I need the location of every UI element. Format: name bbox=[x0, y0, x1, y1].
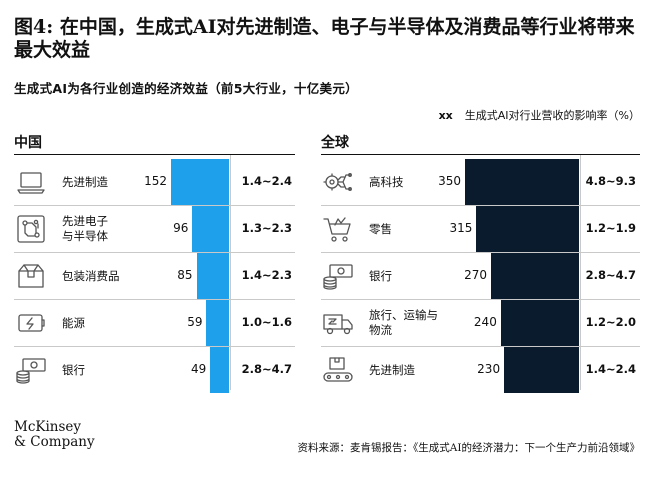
china-heading: 中国 bbox=[14, 132, 295, 155]
conveyor-icon bbox=[321, 354, 355, 386]
row-divider bbox=[321, 205, 640, 206]
global-bar bbox=[491, 253, 579, 299]
china-row: 包装消费品 85 1.4~2.3 bbox=[14, 253, 295, 299]
source-note: 资料来源：麦肯锡报告：《生成式AI的经济潜力：下一个生产力前沿领域》 bbox=[297, 442, 640, 454]
global-panel: 全球 高科技 350 4.8~9.3 零售 315 1.2~1.9 银行 270 2.8~4.7… bbox=[321, 132, 640, 393]
global-heading: 全球 bbox=[321, 132, 640, 155]
china-bar bbox=[206, 300, 229, 346]
row-divider bbox=[321, 252, 640, 253]
global-category-label: 旅行、运输与 物流 bbox=[369, 308, 438, 337]
global-bar bbox=[504, 347, 579, 393]
row-divider bbox=[14, 346, 295, 347]
brand-line-2: & Company bbox=[14, 434, 95, 450]
mckinsey-logo: McKinsey & Company bbox=[14, 420, 95, 450]
china-impact-range: 1.3~2.3 bbox=[241, 221, 292, 235]
global-row: 高科技 350 4.8~9.3 bbox=[321, 159, 640, 205]
china-category-label: 能源 bbox=[62, 315, 85, 330]
circuit-icon bbox=[14, 213, 48, 245]
global-bar bbox=[476, 206, 579, 252]
global-category-label: 零售 bbox=[369, 221, 392, 236]
china-row: 先进电子 与半导体 96 1.3~2.3 bbox=[14, 206, 295, 252]
page-title: 图4: 在中国，生成式AI对先进制造、电子与半导体及消费品等行业将带来最大效益 bbox=[14, 16, 635, 61]
china-category-label: 包装消费品 bbox=[62, 268, 120, 283]
china-row: 银行 49 2.8~4.7 bbox=[14, 347, 295, 393]
legend-marker: xx bbox=[438, 108, 453, 122]
tech-chip-icon bbox=[321, 166, 355, 198]
china-row: 能源 59 1.0~1.6 bbox=[14, 300, 295, 346]
row-divider bbox=[321, 299, 640, 300]
global-row: 旅行、运输与 物流 240 1.2~2.0 bbox=[321, 300, 640, 346]
row-divider bbox=[14, 299, 295, 300]
global-value-label: 350 bbox=[438, 174, 461, 188]
cash-icon bbox=[14, 354, 48, 386]
china-value-label: 96 bbox=[173, 221, 189, 235]
china-impact-range: 1.4~2.4 bbox=[241, 174, 292, 188]
global-value-label: 315 bbox=[449, 221, 473, 235]
china-panel: 中国 先进制造 152 1.4~2.4 先进电子 与半导体 96 1.3~2.3 包装消费品… bbox=[14, 132, 295, 393]
global-row: 先进制造 230 1.4~2.4 bbox=[321, 347, 640, 393]
global-impact-range: 1.2~1.9 bbox=[585, 221, 636, 235]
china-bar bbox=[171, 159, 229, 205]
axis-line bbox=[580, 155, 581, 390]
truck-icon bbox=[321, 307, 355, 339]
global-row: 银行 270 2.8~4.7 bbox=[321, 253, 640, 299]
china-impact-range: 1.0~1.6 bbox=[241, 315, 292, 329]
legend-label: 生成式AI对行业营收的影响率（%） bbox=[464, 109, 640, 122]
china-value-label: 152 bbox=[144, 174, 167, 188]
china-value-label: 49 bbox=[191, 362, 207, 376]
china-bar bbox=[210, 347, 229, 393]
global-category-label: 高科技 bbox=[369, 174, 404, 189]
global-impact-range: 4.8~9.3 bbox=[585, 174, 636, 188]
china-row: 先进制造 152 1.4~2.4 bbox=[14, 159, 295, 205]
global-value-label: 230 bbox=[477, 362, 501, 376]
china-impact-range: 1.4~2.3 bbox=[241, 268, 292, 282]
box-icon bbox=[14, 260, 48, 292]
laptop-icon bbox=[14, 166, 48, 198]
china-value-label: 59 bbox=[187, 315, 203, 329]
row-divider bbox=[14, 252, 295, 253]
global-bar bbox=[500, 300, 579, 346]
china-bar-chart: 先进制造 152 1.4~2.4 先进电子 与半导体 96 1.3~2.3 包装消费品 85 1… bbox=[14, 155, 295, 393]
row-divider bbox=[321, 346, 640, 347]
global-impact-range: 1.2~2.0 bbox=[585, 315, 636, 329]
legend: xx 生成式AI对行业营收的影响率（%） bbox=[439, 107, 640, 123]
global-row: 零售 315 1.2~1.9 bbox=[321, 206, 640, 252]
global-impact-range: 2.8~4.7 bbox=[585, 268, 636, 282]
chart-subtitle: 生成式AI为各行业创造的经济效益（前5大行业，十亿美元） bbox=[14, 81, 358, 96]
china-category-label: 先进制造 bbox=[62, 174, 108, 189]
china-category-label: 先进电子 与半导体 bbox=[62, 214, 108, 243]
global-value-label: 270 bbox=[464, 268, 488, 282]
china-impact-range: 2.8~4.7 bbox=[241, 362, 292, 376]
cash-icon bbox=[321, 260, 355, 292]
brand-line-1: McKinsey bbox=[14, 419, 82, 435]
cart-icon bbox=[321, 213, 355, 245]
china-category-label: 银行 bbox=[62, 362, 85, 377]
global-bar-chart: 高科技 350 4.8~9.3 零售 315 1.2~1.9 银行 270 2.8~4.7 旅行、… bbox=[321, 155, 640, 393]
row-divider bbox=[14, 205, 295, 206]
global-impact-range: 1.4~2.4 bbox=[585, 362, 636, 376]
china-value-label: 85 bbox=[177, 268, 193, 282]
axis-line bbox=[230, 155, 231, 390]
global-bar bbox=[465, 159, 579, 205]
china-bar bbox=[192, 206, 229, 252]
global-category-label: 银行 bbox=[369, 268, 392, 283]
global-value-label: 240 bbox=[473, 315, 497, 329]
battery-icon bbox=[14, 307, 48, 339]
china-bar bbox=[196, 253, 229, 299]
global-category-label: 先进制造 bbox=[369, 362, 415, 377]
